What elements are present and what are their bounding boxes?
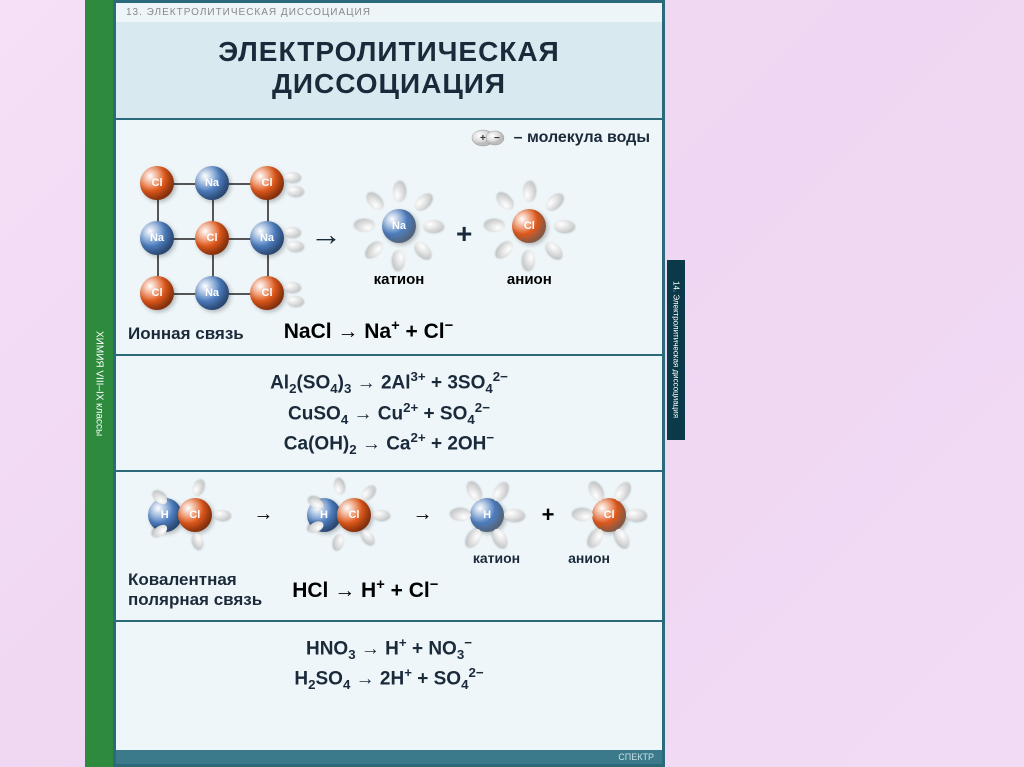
left-spine-tab: ХИМИЯ VIII–IX классы (85, 0, 113, 767)
hcl-molecule-1: HCl (134, 480, 234, 550)
hcl-molecule-2: HCl (293, 480, 393, 550)
water-legend-text: – молекула воды (514, 129, 650, 147)
ionic-diagram-row: ClNaClNaClNaClNaCl → Na катион + Cl анио… (128, 154, 650, 314)
poster-container: ХИМИЯ VIII–IX классы 13. ЭЛЕКТРОЛИТИЧЕСК… (85, 0, 665, 767)
covalent-equation: HCl → H+ + Cl− (292, 577, 438, 603)
equations-block-2: HNO3 → H+ + NO3− H2SO4 → 2H+ + SO42− (116, 622, 662, 750)
water-molecule-icon: + − (470, 128, 506, 148)
ionic-bond-label: Ионная связь (128, 324, 244, 344)
svg-text:+: + (480, 133, 486, 144)
equation-h2so4: H2SO4 → 2H+ + SO42− (130, 665, 648, 692)
arrow-icon: → (310, 216, 342, 253)
nacl-lattice: ClNaClNaClNaClNaCl (128, 154, 298, 314)
covalent-diagram-row: HCl → HCl → H + Cl (128, 480, 650, 550)
equation-cuso4: CuSO4 → Cu2+ + SO42− (130, 400, 648, 427)
equations-block-1: Al2(SO4)3 → 2Al3+ + 3SO42− CuSO4 → Cu2+ … (116, 356, 662, 471)
hydrated-cation: Na (354, 181, 444, 271)
right-spine-tab: 14. Электролитическая диссоциация (667, 260, 685, 440)
panel-covalent: HCl → HCl → H + Cl катион анион Ковалент… (116, 472, 662, 622)
hydrated-h-cation: H (452, 480, 522, 550)
equation-caoh2: Ca(OH)2 → Ca2+ + 2OH− (130, 430, 648, 457)
panel-ionic: + − – молекула воды C (116, 120, 662, 356)
equation-al2so4: Al2(SO4)3 → 2Al3+ + 3SO42− (130, 369, 648, 396)
equation-hno3: HNO3 → H+ + NO3− (130, 635, 648, 662)
covalent-anion-label: анион (568, 550, 610, 566)
poster: 13. ЭЛЕКТРОЛИТИЧЕСКАЯ ДИССОЦИАЦИЯ ЭЛЕКТР… (113, 0, 665, 767)
poster-topbar: 13. ЭЛЕКТРОЛИТИЧЕСКАЯ ДИССОЦИАЦИЯ (116, 3, 662, 22)
covalent-bond-label-1: Ковалентная (128, 570, 262, 590)
title-line-2: ДИССОЦИАЦИЯ (126, 68, 652, 100)
hydrated-anion: Cl (484, 181, 574, 271)
svg-text:−: − (494, 133, 500, 144)
title-line-1: ЭЛЕКТРОЛИТИЧЕСКАЯ (126, 36, 652, 68)
footer-brand: СПЕКТР (116, 750, 662, 764)
covalent-bond-label-2: полярная связь (128, 590, 262, 610)
ionic-equation: NaCl → Na+ + Cl− (284, 318, 453, 344)
water-legend: + − – молекула воды (128, 128, 650, 148)
plus-icon: + (456, 218, 472, 250)
cation-label: катион (374, 271, 425, 288)
hydrated-cl-anion: Cl (574, 480, 644, 550)
anion-label: анион (507, 271, 552, 288)
covalent-cation-label: катион (473, 550, 520, 566)
poster-title: ЭЛЕКТРОЛИТИЧЕСКАЯ ДИССОЦИАЦИЯ (116, 22, 662, 120)
